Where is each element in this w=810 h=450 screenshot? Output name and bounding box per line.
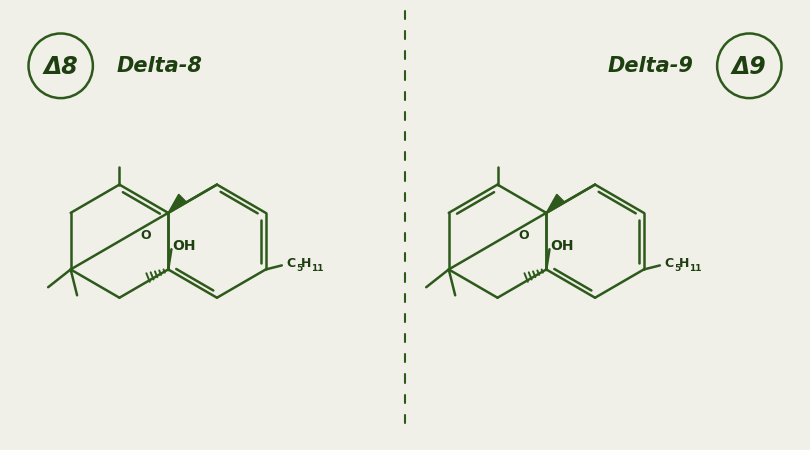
Text: 5: 5 bbox=[296, 264, 302, 273]
Text: Δ9: Δ9 bbox=[732, 55, 767, 79]
Text: Delta-8: Delta-8 bbox=[117, 56, 202, 76]
Text: H: H bbox=[679, 257, 689, 270]
Text: O: O bbox=[518, 229, 529, 242]
Text: C: C bbox=[287, 257, 296, 270]
Polygon shape bbox=[546, 194, 565, 213]
Text: OH: OH bbox=[173, 239, 196, 253]
Text: C: C bbox=[665, 257, 674, 270]
Text: OH: OH bbox=[551, 239, 574, 253]
Text: Δ8: Δ8 bbox=[43, 55, 78, 79]
Text: 11: 11 bbox=[311, 264, 323, 273]
Text: O: O bbox=[140, 229, 151, 242]
Text: Delta-9: Delta-9 bbox=[608, 56, 693, 76]
Polygon shape bbox=[168, 194, 186, 213]
Text: 11: 11 bbox=[688, 264, 701, 273]
Text: H: H bbox=[301, 257, 311, 270]
Text: 5: 5 bbox=[674, 264, 680, 273]
